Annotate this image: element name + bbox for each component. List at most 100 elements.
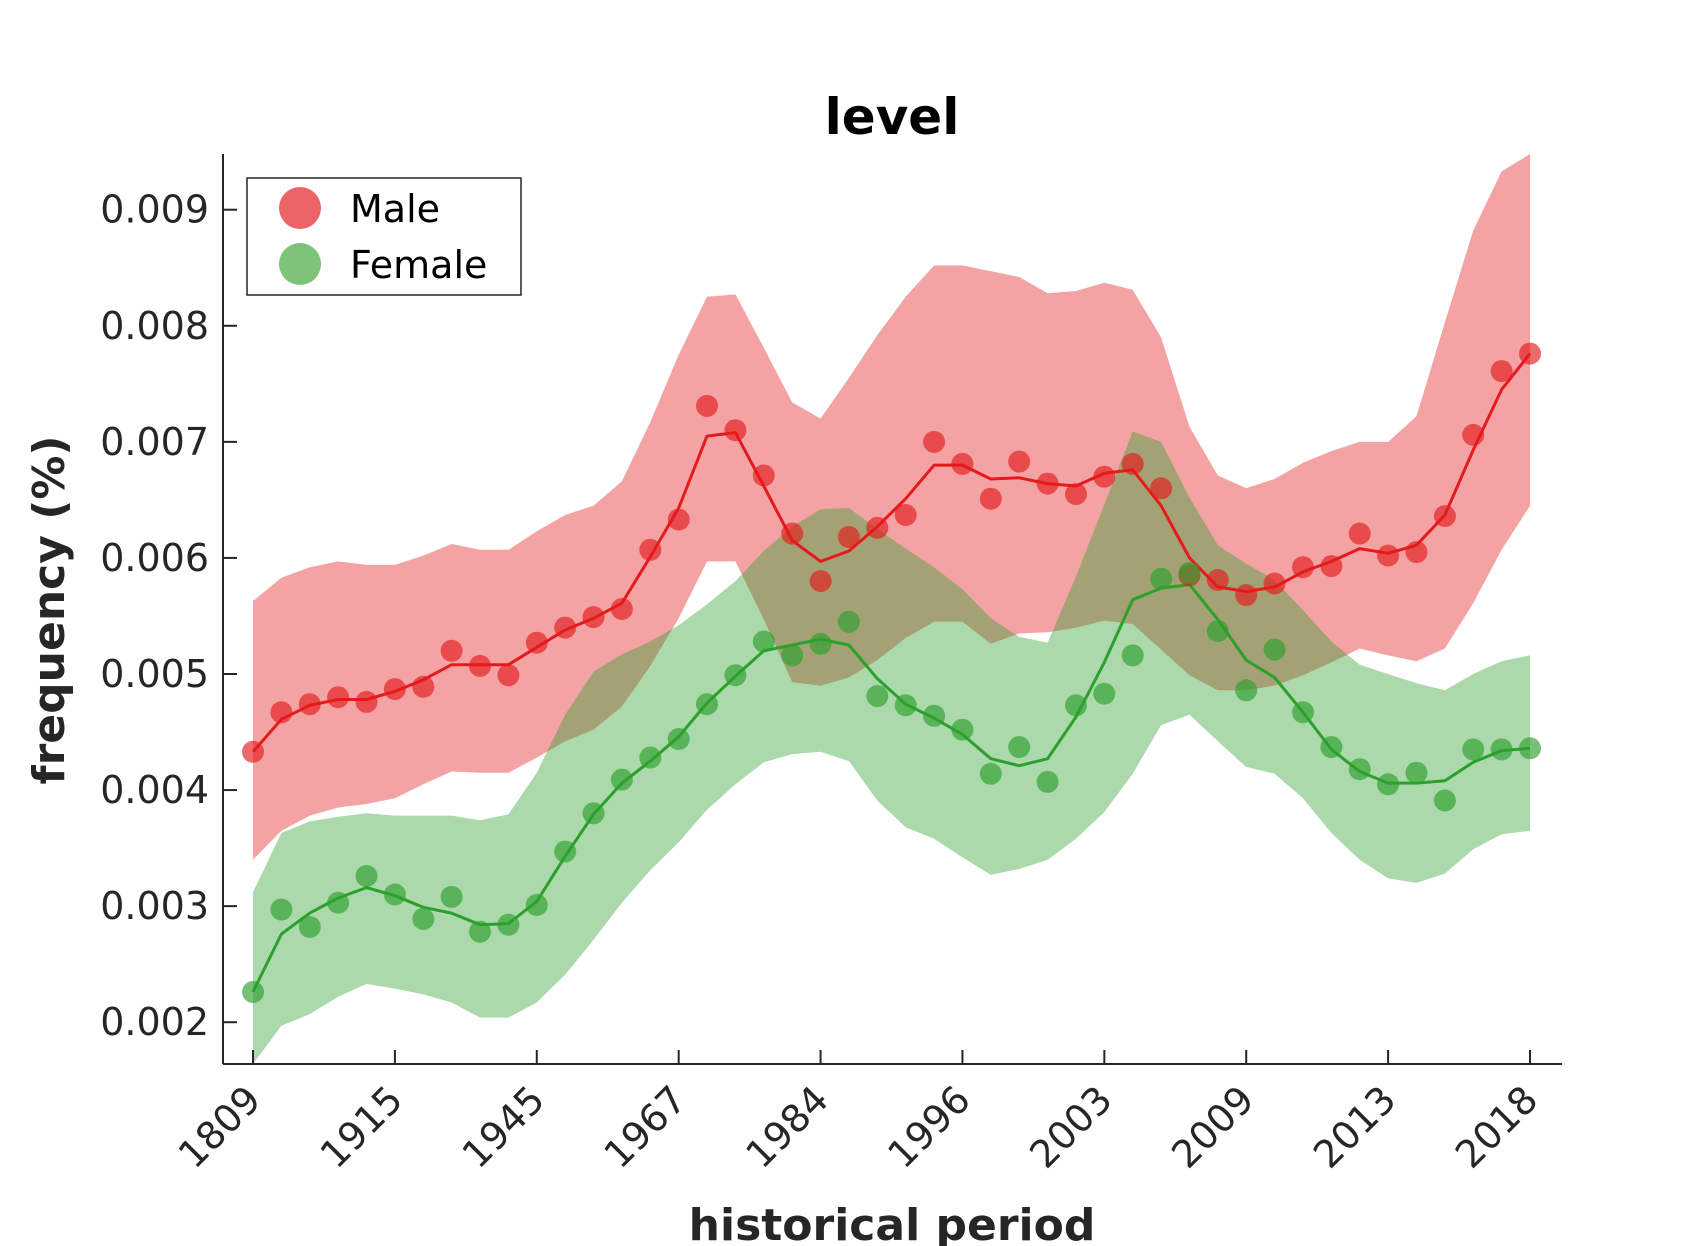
female-point bbox=[298, 916, 321, 938]
male-point bbox=[696, 394, 718, 417]
male-point bbox=[1235, 584, 1258, 607]
female-point bbox=[894, 694, 917, 717]
y-tick-label: 0.003 bbox=[100, 884, 209, 928]
female-point bbox=[979, 762, 1002, 785]
x-tick-label: 2009 bbox=[1163, 1077, 1263, 1177]
y-tick-label: 0.006 bbox=[100, 536, 209, 580]
male-point bbox=[1008, 450, 1031, 473]
plot-area bbox=[242, 154, 1541, 1064]
female-point bbox=[809, 632, 832, 655]
female-point bbox=[951, 718, 974, 741]
female-point bbox=[1178, 562, 1201, 584]
male-point bbox=[440, 639, 463, 662]
legend-label-female: Female bbox=[350, 243, 487, 287]
legend: Male Female bbox=[246, 177, 522, 296]
male-point bbox=[554, 616, 577, 639]
male-point bbox=[1405, 541, 1428, 564]
x-ticks: 1809 1915 1945 1967 1984 1996 2003 2009 2013 2018 bbox=[170, 1050, 1547, 1177]
male-point bbox=[1519, 342, 1541, 365]
male-point bbox=[752, 464, 775, 487]
male-point bbox=[866, 516, 889, 539]
male-point bbox=[1377, 544, 1400, 567]
female-point bbox=[440, 885, 463, 908]
female-point bbox=[242, 981, 264, 1003]
female-point bbox=[1462, 738, 1485, 761]
y-ticks: 0.002 0.003 0.004 0.005 0.006 0.007 0.008 0.009 bbox=[100, 188, 237, 1044]
female-point bbox=[412, 907, 435, 930]
y-tick-label: 0.007 bbox=[100, 420, 209, 464]
female-point bbox=[355, 865, 378, 887]
male-point bbox=[497, 664, 520, 687]
female-point bbox=[923, 704, 946, 727]
female-point bbox=[696, 693, 718, 716]
female-point bbox=[1348, 758, 1371, 781]
female-point bbox=[1093, 682, 1116, 705]
female-point bbox=[383, 883, 406, 906]
female-point bbox=[1377, 773, 1400, 796]
x-tick-label: 2018 bbox=[1447, 1077, 1547, 1177]
male-point bbox=[582, 606, 605, 629]
female-point bbox=[469, 920, 491, 943]
male-point bbox=[724, 419, 747, 442]
axes bbox=[222, 154, 1562, 1065]
legend-marker-male bbox=[279, 187, 321, 229]
chart-title: level bbox=[825, 88, 960, 146]
y-axis-label: frequency (%) bbox=[24, 435, 75, 784]
female-point bbox=[1235, 679, 1258, 702]
female-point bbox=[1008, 736, 1031, 759]
male-confidence-band bbox=[253, 154, 1530, 860]
male-point bbox=[412, 675, 435, 698]
y-tick-label: 0.004 bbox=[100, 768, 209, 812]
y-tick-label: 0.005 bbox=[100, 652, 209, 696]
female-point bbox=[1519, 737, 1541, 760]
male-point bbox=[1206, 569, 1229, 591]
male-point bbox=[1348, 522, 1371, 545]
x-tick-label: 1945 bbox=[454, 1077, 554, 1177]
male-point bbox=[1320, 555, 1343, 578]
male-point bbox=[1433, 505, 1456, 528]
female-point bbox=[554, 840, 577, 863]
female-confidence-band bbox=[253, 431, 1530, 1064]
female-point bbox=[497, 913, 520, 936]
female-point bbox=[1150, 567, 1173, 590]
female-point bbox=[1263, 638, 1286, 661]
y-tick-label: 0.002 bbox=[100, 1000, 209, 1044]
male-point bbox=[355, 690, 378, 713]
y-tick-label: 0.008 bbox=[100, 304, 209, 348]
female-point bbox=[582, 802, 605, 825]
male-point bbox=[1065, 483, 1087, 506]
legend-label-male: Male bbox=[350, 187, 440, 231]
female-point bbox=[1433, 789, 1456, 812]
female-point bbox=[724, 664, 747, 687]
legend-marker-female bbox=[279, 243, 321, 285]
male-point bbox=[1150, 477, 1173, 500]
male-point bbox=[383, 678, 406, 701]
male-point bbox=[610, 598, 633, 620]
female-point bbox=[1292, 701, 1314, 724]
male-point bbox=[1121, 452, 1144, 475]
x-tick-label: 2003 bbox=[1021, 1077, 1121, 1177]
x-tick-label: 1915 bbox=[312, 1077, 412, 1177]
female-point bbox=[1206, 620, 1229, 643]
female-point bbox=[837, 610, 860, 633]
male-point bbox=[639, 538, 662, 561]
male-point bbox=[837, 526, 860, 548]
male-point bbox=[781, 522, 804, 545]
male-trend-line bbox=[251, 352, 1532, 753]
female-point bbox=[1065, 694, 1087, 717]
male-point bbox=[1292, 556, 1314, 579]
male-point bbox=[951, 452, 974, 475]
male-point bbox=[469, 654, 491, 677]
female-point bbox=[752, 630, 775, 653]
female-point bbox=[1121, 644, 1144, 667]
trend-lines bbox=[251, 352, 1532, 993]
male-point bbox=[894, 504, 917, 526]
male-point bbox=[327, 686, 350, 709]
x-tick-label: 1984 bbox=[737, 1077, 837, 1177]
male-point bbox=[1490, 360, 1513, 383]
male-point bbox=[1093, 465, 1116, 488]
female-point bbox=[639, 746, 662, 769]
female-point bbox=[1490, 738, 1513, 761]
female-point bbox=[327, 891, 350, 914]
